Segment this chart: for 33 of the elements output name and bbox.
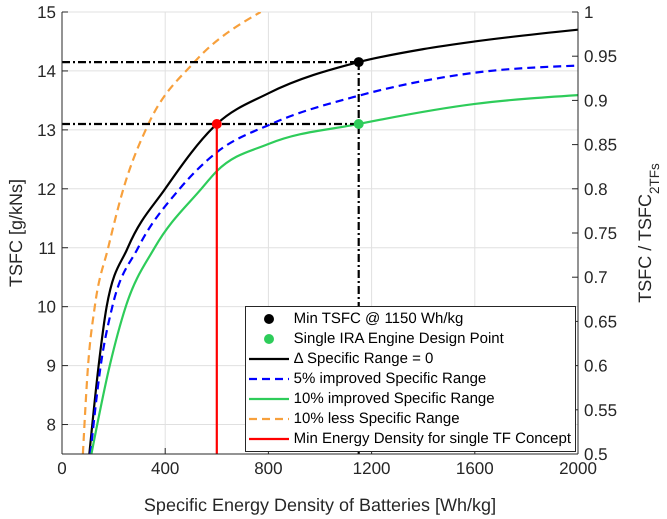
legend-label: Single IRA Engine Design Point — [294, 329, 504, 349]
y2-tick-label: 0.7 — [584, 268, 608, 288]
x-tick-label: 0 — [57, 459, 67, 478]
y-axis-title: TSFC [g/kNs] — [6, 178, 26, 288]
y2-tick-label: 1 — [584, 3, 594, 22]
legend-label: Min Energy Density for single TF Concept — [294, 429, 571, 449]
y2-tick-label: 0.6 — [584, 356, 608, 376]
y2-tick-label: 0.95 — [584, 47, 618, 66]
legend-label: Δ Specific Range = 0 — [294, 349, 434, 369]
x-tick-label: 1200 — [352, 459, 391, 478]
y2-tick-label: 0.65 — [584, 312, 618, 332]
y-tick-label: 15 — [37, 3, 56, 22]
y-tick-label: 12 — [37, 180, 56, 199]
y-tick-label: 9 — [46, 356, 56, 376]
y2-tick-label: 0.85 — [584, 136, 618, 155]
y-tick-label: 10 — [37, 298, 56, 317]
x-tick-label: 400 — [151, 459, 180, 478]
y2-tick-label: 0.8 — [584, 180, 608, 199]
legend-label: 10% improved Specific Range — [294, 389, 495, 409]
y2-tick-label: 0.75 — [584, 224, 618, 244]
x-tick-label: 1600 — [456, 459, 494, 478]
legend-label: 10% less Specific Range — [294, 409, 460, 429]
legend-label: Min TSFC @ 1150 Wh/kg — [294, 309, 464, 329]
legend-label: 5% improved Specific Range — [294, 369, 486, 389]
y-tick-label: 11 — [38, 238, 56, 258]
y-tick-label: 8 — [46, 416, 56, 435]
y2-tick-label: 0.55 — [584, 400, 618, 420]
x-axis-title: Specific Energy Density of Batteries [Wh/kg] — [144, 495, 496, 515]
y2-tick-label: 0.9 — [584, 91, 608, 110]
x-tick-label: 2000 — [559, 459, 597, 478]
y-tick-label: 14 — [37, 62, 56, 81]
y-tick-label: 13 — [37, 120, 56, 140]
x-tick-label: 800 — [254, 459, 283, 478]
